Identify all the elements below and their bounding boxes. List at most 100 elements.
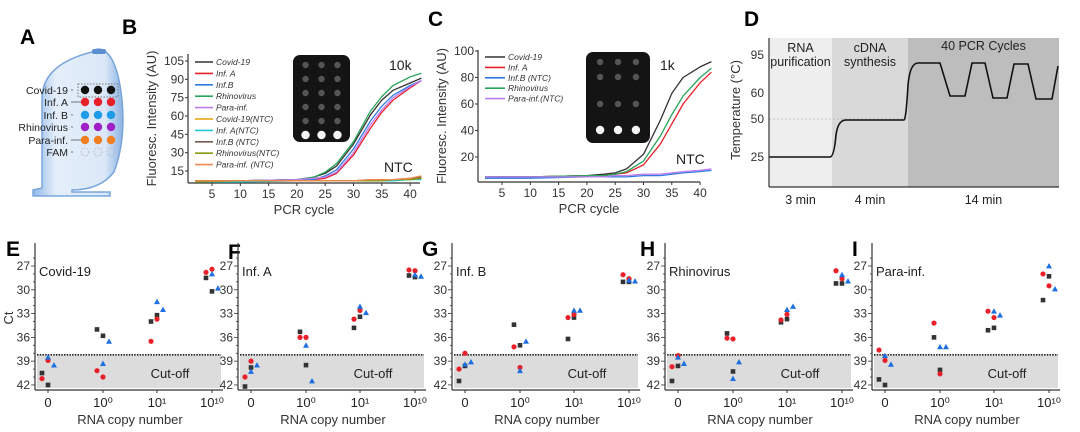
- data-point-circle: [937, 371, 943, 377]
- x-axis-label: PCR cycle: [274, 202, 335, 217]
- dim-spot: [334, 75, 341, 83]
- y-axis-label: Fluoresc. Intensity (AU): [144, 51, 159, 187]
- dim-spot: [302, 61, 309, 69]
- data-point-circle: [784, 311, 790, 317]
- data-point-triangle: [412, 271, 418, 278]
- data-point-square: [991, 325, 997, 331]
- dim-spot: [632, 58, 640, 66]
- y-tick-label: 42: [647, 378, 661, 392]
- data-point-circle: [1040, 271, 1046, 277]
- dim-spot: [614, 100, 622, 108]
- x-tick-label: 25: [319, 187, 333, 201]
- y-tick-label: 36: [17, 330, 31, 344]
- panel-title: Rhinovirus: [669, 264, 731, 279]
- data-point-circle: [94, 368, 100, 374]
- data-point-circle: [203, 269, 209, 275]
- reaction-spot: [93, 110, 103, 120]
- legend-label: Covid-19: [216, 57, 250, 67]
- bright-spot: [595, 125, 605, 135]
- reaction-spot: [106, 135, 116, 145]
- data-point-circle: [209, 266, 215, 272]
- panel-label-h: H: [640, 238, 655, 261]
- data-point-circle: [839, 276, 845, 282]
- legend-label: Rhinovirus(NTC): [216, 148, 279, 158]
- legend-label: Rhinovirus: [508, 83, 549, 93]
- x-tick-label: 10⁰: [93, 395, 113, 410]
- temperature-profile-line: [769, 62, 1059, 158]
- x-tick-label: 0: [881, 395, 888, 410]
- y-tick-label: 39: [17, 354, 31, 368]
- x-tick-label: 20: [580, 186, 594, 200]
- cutoff-label: Cut-off: [781, 366, 820, 381]
- data-point-circle: [882, 357, 888, 363]
- dim-spot: [302, 75, 309, 83]
- dim-spot: [632, 100, 640, 108]
- series-line: [195, 80, 422, 182]
- data-point-triangle: [309, 377, 315, 384]
- data-point-square: [839, 281, 845, 286]
- y-tick-label: 90: [171, 72, 185, 86]
- cutoff-label: Cut-off: [988, 366, 1027, 381]
- dim-spot: [318, 117, 325, 125]
- bright-spot: [613, 125, 623, 135]
- data-point-circle: [565, 314, 571, 321]
- data-point-square: [94, 327, 100, 332]
- legend-label: Inf.B (NTC): [508, 73, 551, 83]
- x-tick-label: 5: [499, 186, 506, 200]
- dim-spot: [302, 103, 309, 111]
- panel-title: Inf. B: [456, 264, 486, 279]
- reaction-spot: [80, 97, 90, 107]
- x-tick-label: 0: [674, 395, 681, 410]
- data-point-circle: [833, 268, 839, 274]
- reaction-spot: [106, 110, 116, 120]
- stage-duration: 14 min: [965, 193, 1003, 207]
- y-tick-label: 27: [220, 259, 234, 273]
- fam-spot: [93, 147, 103, 157]
- data-point-triangle: [888, 361, 894, 367]
- y-tick-label: 30: [647, 283, 661, 297]
- dim-spot: [318, 75, 325, 83]
- curve-annotation: NTC: [676, 151, 705, 167]
- x-axis-label: RNA copy number: [280, 412, 386, 427]
- data-point-triangle: [790, 303, 796, 309]
- x-tick-label: 30: [637, 186, 651, 200]
- data-point-square: [351, 325, 357, 331]
- dim-spot: [318, 61, 325, 69]
- dim-spot: [632, 73, 640, 81]
- data-point-circle: [730, 336, 736, 342]
- panel-label-i: I: [852, 238, 858, 261]
- reaction-spot: [106, 97, 116, 107]
- data-point-triangle: [462, 361, 468, 367]
- y-tick-label: 20: [461, 150, 475, 164]
- dim-spot: [596, 100, 604, 108]
- data-point-square: [209, 289, 215, 294]
- data-point-circle: [100, 374, 106, 380]
- y-tick-label: 33: [434, 307, 448, 321]
- data-point-square: [456, 378, 462, 384]
- data-point-square: [297, 329, 303, 335]
- y-tick-label: 40: [461, 124, 475, 138]
- x-tick-label: 0: [461, 395, 468, 410]
- data-point-square: [730, 369, 736, 374]
- x-tick-label: 10¹: [985, 395, 1004, 410]
- cutoff-label: Cut-off: [568, 366, 607, 381]
- reaction-spot: [80, 85, 90, 95]
- data-point-triangle: [839, 271, 845, 278]
- data-point-square: [406, 273, 412, 278]
- legend-label: Inf. A: [508, 62, 528, 72]
- data-point-triangle: [357, 303, 363, 309]
- y-tick-label: 36: [854, 330, 868, 344]
- data-point-square: [876, 377, 882, 382]
- legend-label: Covid-19: [508, 52, 542, 62]
- reaction-spot: [93, 122, 103, 132]
- x-tick-label: 5: [209, 187, 216, 201]
- data-point-triangle: [997, 312, 1003, 318]
- panel-label-g: G: [422, 238, 438, 261]
- y-tick-label: 33: [647, 307, 661, 321]
- data-point-triangle: [943, 343, 949, 350]
- curve-annotation: 1k: [660, 57, 676, 73]
- panel-label-a: A: [20, 26, 35, 49]
- dim-spot: [596, 58, 604, 66]
- dim-spot: [596, 73, 604, 81]
